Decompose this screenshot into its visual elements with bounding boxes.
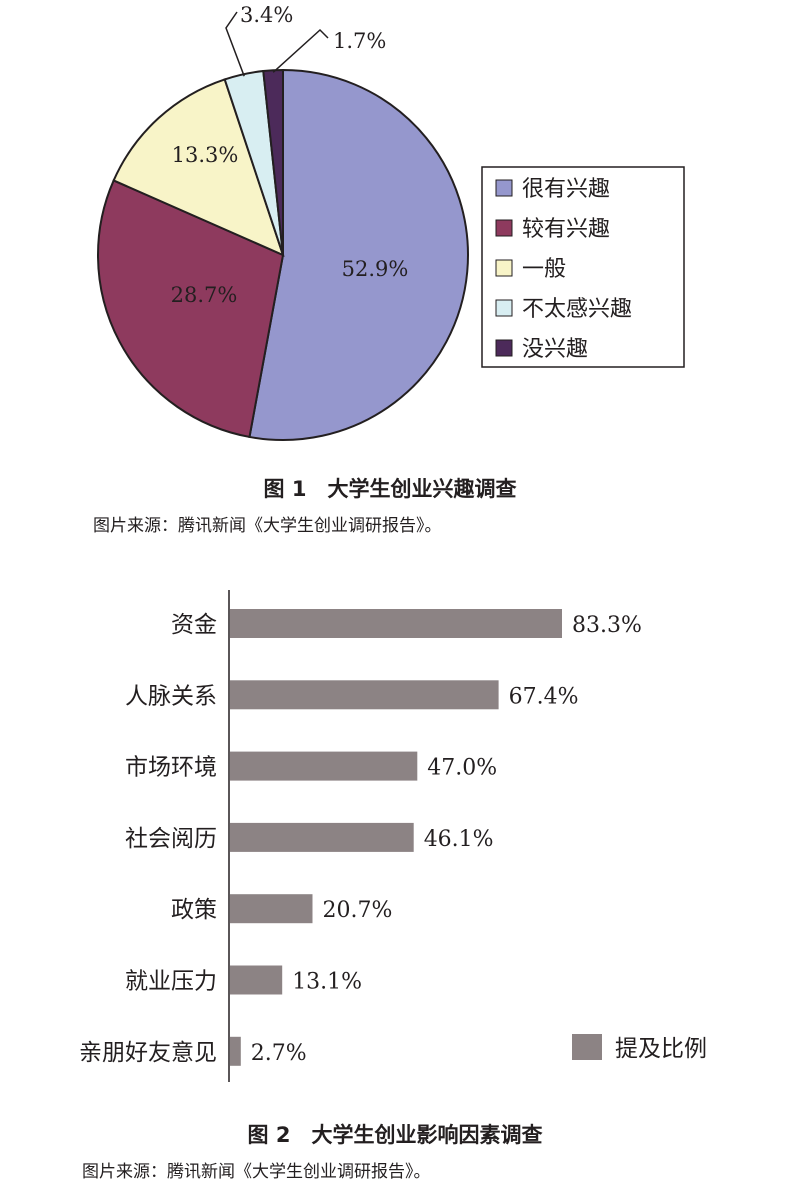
pie-value-label-0: 52.9%: [342, 257, 409, 281]
bar-3: [230, 822, 414, 852]
pie-legend-swatch-4: [495, 339, 513, 357]
pie-legend-swatch-1: [495, 219, 513, 237]
figure2-source: 图片来源：腾讯新闻《大学生创业调研报告》。: [82, 1162, 431, 1182]
bar-category-label-4: 政策: [171, 897, 217, 923]
bar-category-label-1: 人脉关系: [125, 683, 217, 709]
pie-legend-label-0: 很有兴趣: [522, 177, 610, 202]
bar-1: [230, 680, 499, 710]
pie-legend-label-1: 较有兴趣: [522, 217, 610, 242]
pie-value-label-4: 1.7%: [333, 29, 386, 53]
pie-legend-label-4: 没兴趣: [522, 337, 588, 362]
bar-value-label-5: 13.1%: [292, 970, 362, 995]
pie-slice-4: [262, 68, 284, 256]
bar-value-label-1: 67.4%: [509, 684, 579, 709]
figure1-title: 图 1 大学生创业兴趣调查: [264, 477, 517, 501]
bar-value-label-4: 20.7%: [323, 898, 393, 923]
bar-4: [230, 894, 313, 924]
pie-leader-line-4: [272, 28, 329, 73]
bar-value-label-6: 2.7%: [251, 1041, 307, 1066]
pie-slice-1: [97, 179, 285, 439]
bar-category-label-2: 市场环境: [125, 755, 217, 781]
pie-legend-swatch-0: [495, 179, 513, 197]
bar-2: [230, 751, 418, 781]
pie-legend-label-3: 不太感兴趣: [522, 297, 632, 322]
pie-slice-0: [248, 68, 469, 441]
bar-legend-swatch: [572, 1034, 602, 1060]
pie-value-label-2: 13.3%: [172, 143, 239, 167]
pie-leader-line-3: [225, 11, 245, 77]
pie-legend-swatch-2: [495, 259, 513, 277]
figure1-source: 图片来源：腾讯新闻《大学生创业调研报告》。: [93, 516, 442, 536]
bar-category-label-0: 资金: [171, 612, 217, 638]
pie-legend-box: [481, 166, 685, 368]
bar-legend: 提及比例: [572, 1034, 707, 1062]
pie-value-label-3: 3.4%: [240, 3, 293, 27]
bar-6: [230, 1036, 241, 1066]
bar-5: [230, 965, 283, 995]
figure2-title: 图 2 大学生创业影响因素调查: [248, 1123, 543, 1147]
pie-legend-swatch-3: [495, 299, 513, 317]
bar-category-label-6: 亲朋好友意见: [79, 1040, 217, 1066]
pie-value-label-1: 28.7%: [171, 283, 238, 307]
bar-value-label-3: 46.1%: [424, 827, 494, 852]
bar-value-label-2: 47.0%: [427, 756, 497, 781]
pie-chart: 52.9% 28.7% 13.3% 3.4% 1.7%: [97, 3, 469, 441]
bar-category-label-5: 就业压力: [125, 969, 217, 995]
bar-category-label-3: 社会阅历: [125, 826, 217, 852]
pie-slice-2: [112, 78, 285, 257]
pie-legend-label-2: 一般: [522, 257, 566, 282]
bar-0: [230, 609, 562, 638]
bar-value-label-0: 83.3%: [572, 613, 642, 638]
bar-chart: 资金 83.3% 人脉关系 67.4% 市场环境 47.0% 社会阅历 46.1% 政策 20.7…: [79, 590, 642, 1082]
bar-legend-label: 提及比例: [615, 1036, 707, 1062]
